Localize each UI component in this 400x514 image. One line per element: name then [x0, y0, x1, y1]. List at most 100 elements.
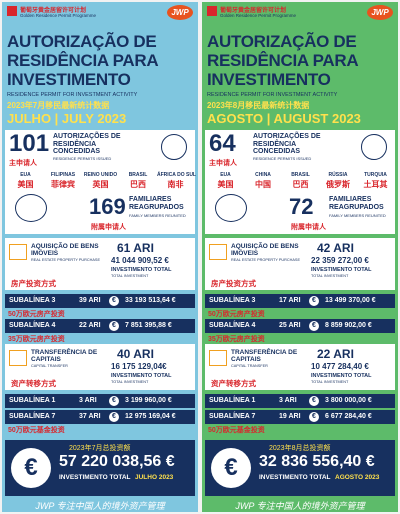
subtitle: RESIDENCE PERMIT FOR INVESTMENT ACTIVITY	[7, 92, 138, 98]
country-name: CHINA	[255, 172, 271, 178]
subalinea-row: SUBALÍNEA 7 37 ARI €12 975 169,04 €	[5, 410, 195, 424]
family-count: 169	[89, 194, 126, 219]
total-euro: €	[211, 448, 251, 488]
country-name: RÚSSIA	[328, 172, 348, 178]
total-amount: 57 220 038,56 €	[59, 453, 175, 470]
row-name: SUBALÍNEA 3	[9, 297, 56, 304]
country-cn: 巴西	[292, 180, 309, 189]
row-ari: 19 ARI	[279, 413, 301, 420]
total-euro: €	[11, 448, 51, 488]
permits-cn: 主申请人	[209, 160, 237, 167]
row-euro: €	[309, 412, 319, 422]
row-ari: 39 ARI	[79, 297, 101, 304]
subalinea-row: SUBALÍNEA 1 3 ARI €3 199 960,00 €	[5, 394, 195, 408]
investment-block: TRANSFERÊNCIA DE CAPITAIS CAPITAL TRANSFE…	[5, 344, 195, 390]
country-cn: 美国	[217, 180, 234, 189]
family-sublabel: FAMILY MEMBERS REUNITED	[329, 213, 386, 218]
person-icon	[161, 134, 187, 160]
country-name: BRASIL	[128, 172, 148, 178]
row-name: SUBALÍNEA 1	[9, 397, 56, 404]
row-cn: 50万欧元房产投资	[8, 311, 65, 318]
investment-block: TRANSFERÊNCIA DE CAPITAIS CAPITAL TRANSFE…	[205, 344, 395, 390]
row-euro: €	[309, 296, 319, 306]
row-ari: 22 ARI	[79, 322, 101, 329]
logo-cn: 葡萄牙黄金居留许可计划	[220, 8, 287, 14]
country-name: EUA	[20, 172, 31, 178]
investment-block: AQUISIÇÃO DE BENS IMÓVEIS REAL ESTATE PRO…	[5, 238, 195, 290]
family-icon	[15, 194, 47, 222]
permits-count: 101	[9, 130, 50, 157]
permits-sublabel: RESIDENCE PERMITS ISSUED	[53, 156, 112, 161]
block-icon	[9, 350, 27, 366]
country-name: TURQUIA	[364, 172, 387, 178]
block-sublabel: REAL ESTATE PROPERTY PURCHASE	[31, 258, 100, 262]
row-amount: 7 851 395,88 €	[125, 322, 172, 329]
total-month: JULHO 2023	[135, 474, 174, 481]
block-ari: 22 ARI	[317, 347, 354, 361]
total-amount: 32 836 556,40 €	[259, 453, 375, 470]
block-label: AQUISIÇÃO DE BENS IMÓVEIS	[231, 243, 299, 257]
row-euro: €	[109, 396, 119, 406]
total-month: AGOSTO 2023	[335, 474, 380, 481]
country-name: ÁFRICA DO SUL	[157, 172, 196, 178]
title: AUTORIZAÇÃO DE RESIDÊNCIA PARA INVESTIME…	[7, 32, 158, 89]
block-cn: 房产投资方式	[11, 279, 56, 288]
subalinea-row: SUBALÍNEA 3 17 ARI €13 499 370,00 €	[205, 294, 395, 308]
logo-mark	[207, 6, 217, 16]
block-icon	[209, 350, 227, 366]
row-name: SUBALÍNEA 4	[9, 322, 56, 329]
row-euro: €	[109, 412, 119, 422]
total-box: €2023年7月总投资额 57 220 038,56 € INVESTIMENTO …	[5, 440, 195, 496]
row-cn: 35万欧元房产投资	[8, 336, 65, 343]
row-euro: €	[109, 296, 119, 306]
row-name: SUBALÍNEA 7	[9, 413, 56, 420]
block-amount: 41 044 909,52 €	[111, 256, 169, 265]
footer: JWP 专注中国人的境外资产管理	[235, 501, 365, 511]
subtitle: RESIDENCE PERMIT FOR INVESTMENT ACTIVITY	[207, 92, 338, 98]
country-name: REINO UNIDO	[83, 172, 118, 178]
month: JULHO | JULY 2023	[7, 111, 127, 126]
block-sublabel: REAL ESTATE PROPERTY PURCHASE	[231, 258, 300, 262]
logo-en: Golden Residence Permit Programme	[20, 13, 97, 18]
brand: JWP	[167, 5, 193, 20]
row-ari: 3 ARI	[279, 397, 297, 404]
row-euro: €	[309, 321, 319, 331]
row-cn: 50万欧元基金投资	[208, 427, 265, 434]
block-total-sublabel: TOTAL INVESTMENT	[311, 274, 349, 278]
country-name: EUA	[220, 172, 231, 178]
row-ari: 3 ARI	[79, 397, 97, 404]
block-amount: 10 477 284,40 €	[311, 362, 369, 371]
investment-block: AQUISIÇÃO DE BENS IMÓVEIS REAL ESTATE PRO…	[205, 238, 395, 290]
permits-sublabel: RESIDENCE PERMITS ISSUED	[253, 156, 312, 161]
family-icon	[215, 194, 247, 222]
logo-cn: 葡萄牙黄金居留许可计划	[20, 8, 87, 14]
block-cn: 房产投资方式	[211, 279, 256, 288]
title-cn: 2023年7月移民最新统计数据	[7, 101, 110, 110]
row-name: SUBALÍNEA 1	[209, 397, 256, 404]
total-label: INVESTIMENTO TOTAL	[259, 474, 331, 481]
row-ari: 25 ARI	[279, 322, 301, 329]
total-cn: 2023年8月总投资额	[269, 445, 331, 452]
footer: JWP 专注中国人的境外资产管理	[35, 501, 165, 511]
block-total-label: INVESTIMENTO TOTAL	[111, 373, 172, 379]
permits-panel: 101 AUTORIZAÇÕES DE RESIDÊNCIA CONCEDIDAS…	[5, 130, 196, 234]
family-label: FAMILIARES REAGRUPADOS	[329, 196, 384, 211]
row-name: SUBALÍNEA 4	[209, 322, 256, 329]
block-total-label: INVESTIMENTO TOTAL	[111, 267, 172, 273]
permits-label: AUTORIZAÇÕES DE RESIDÊNCIA CONCEDIDAS	[253, 133, 321, 155]
block-cn: 资产转移方式	[211, 379, 256, 388]
row-name: SUBALÍNEA 7	[209, 413, 256, 420]
row-amount: 3 199 960,00 €	[125, 397, 172, 404]
row-amount: 13 499 370,00 €	[325, 297, 376, 304]
subalinea-row: SUBALÍNEA 7 19 ARI €6 677 284,40 €	[205, 410, 395, 424]
block-ari: 61 ARI	[117, 241, 154, 255]
subalinea-row: SUBALÍNEA 4 25 ARI €8 859 902,00 €	[205, 319, 395, 333]
row-ari: 17 ARI	[279, 297, 301, 304]
block-amount: 22 359 272,00 €	[311, 256, 369, 265]
logo-en: Golden Residence Permit Programme	[220, 13, 297, 18]
permits-panel: 64 AUTORIZAÇÕES DE RESIDÊNCIA CONCEDIDAS R…	[205, 130, 395, 234]
title: AUTORIZAÇÃO DE RESIDÊNCIA PARA INVESTIME…	[207, 32, 358, 89]
month: AGOSTO | AUGUST 2023	[207, 111, 361, 126]
block-total-sublabel: TOTAL INVESTMENT	[111, 274, 149, 278]
country-cn: 中国	[255, 180, 271, 189]
